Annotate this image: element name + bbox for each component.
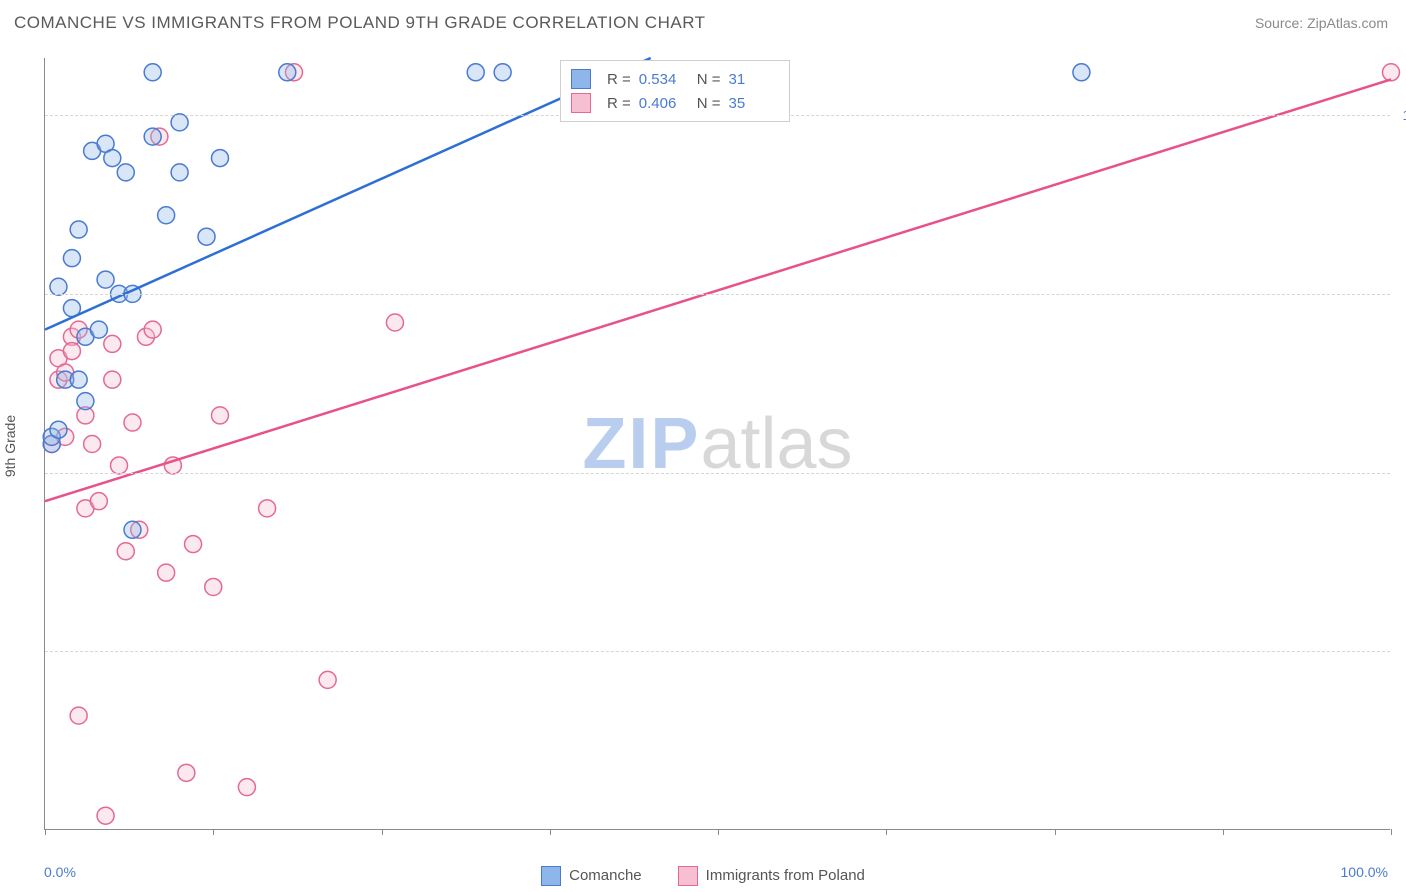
legend-row-pink: R = 0.406 N = 35 bbox=[571, 91, 779, 115]
gridline-h bbox=[45, 473, 1390, 474]
legend-row-blue: R = 0.534 N = 31 bbox=[571, 67, 779, 91]
plot-svg bbox=[45, 58, 1390, 829]
swatch-pink bbox=[571, 93, 591, 113]
chart-title: COMANCHE VS IMMIGRANTS FROM POLAND 9TH G… bbox=[14, 13, 706, 33]
data-point-pink bbox=[238, 779, 255, 796]
data-point-blue bbox=[171, 114, 188, 131]
legend-item-pink: Immigrants from Poland bbox=[678, 866, 865, 886]
data-point-pink bbox=[205, 578, 222, 595]
source-label: Source: ZipAtlas.com bbox=[1255, 15, 1388, 31]
data-point-blue bbox=[198, 228, 215, 245]
x-max-label: 100.0% bbox=[1341, 864, 1388, 880]
data-point-blue bbox=[97, 271, 114, 288]
swatch-blue bbox=[571, 69, 591, 89]
x-tick bbox=[45, 829, 46, 835]
plot-area: ZIPatlas 92.5%95.0%97.5%100.0% bbox=[44, 58, 1390, 830]
data-point-pink bbox=[104, 335, 121, 352]
data-point-pink bbox=[70, 707, 87, 724]
data-point-blue bbox=[70, 221, 87, 238]
data-point-blue bbox=[279, 64, 296, 81]
data-point-blue bbox=[70, 371, 87, 388]
x-tick bbox=[886, 829, 887, 835]
data-point-pink bbox=[104, 371, 121, 388]
data-point-pink bbox=[158, 564, 175, 581]
legend-r-label: R = bbox=[607, 95, 631, 112]
legend-n-blue: 31 bbox=[729, 71, 779, 88]
data-point-blue bbox=[124, 521, 141, 538]
x-min-label: 0.0% bbox=[44, 864, 76, 880]
legend-r-pink: 0.406 bbox=[639, 95, 689, 112]
legend-n-label: N = bbox=[697, 95, 721, 112]
y-axis-label: 9th Grade bbox=[2, 415, 18, 477]
x-tick bbox=[382, 829, 383, 835]
legend-n-label: N = bbox=[697, 71, 721, 88]
x-tick bbox=[1223, 829, 1224, 835]
data-point-blue bbox=[63, 250, 80, 267]
data-point-pink bbox=[63, 343, 80, 360]
data-point-pink bbox=[1383, 64, 1400, 81]
data-point-pink bbox=[97, 807, 114, 824]
legend-item-blue: Comanche bbox=[541, 866, 642, 886]
x-tick bbox=[550, 829, 551, 835]
data-point-pink bbox=[84, 436, 101, 453]
data-point-pink bbox=[211, 407, 228, 424]
data-point-blue bbox=[144, 64, 161, 81]
y-tick-label: 95.0% bbox=[1394, 465, 1406, 481]
swatch-pink-icon bbox=[678, 866, 698, 886]
data-point-pink bbox=[185, 536, 202, 553]
x-tick bbox=[1391, 829, 1392, 835]
data-point-pink bbox=[117, 543, 134, 560]
x-tick bbox=[213, 829, 214, 835]
gridline-h bbox=[45, 651, 1390, 652]
data-point-blue bbox=[158, 207, 175, 224]
data-point-blue bbox=[211, 150, 228, 167]
correlation-legend: R = 0.534 N = 31 R = 0.406 N = 35 bbox=[560, 60, 790, 122]
data-point-pink bbox=[90, 493, 107, 510]
legend-n-pink: 35 bbox=[729, 95, 779, 112]
data-point-blue bbox=[144, 128, 161, 145]
y-tick-label: 92.5% bbox=[1394, 643, 1406, 659]
legend-r-label: R = bbox=[607, 71, 631, 88]
data-point-pink bbox=[178, 764, 195, 781]
data-point-blue bbox=[77, 393, 94, 410]
y-tick-label: 100.0% bbox=[1394, 107, 1406, 123]
x-tick bbox=[718, 829, 719, 835]
data-point-pink bbox=[386, 314, 403, 331]
legend-label-blue: Comanche bbox=[569, 867, 642, 884]
data-point-blue bbox=[50, 278, 67, 295]
legend-label-pink: Immigrants from Poland bbox=[706, 867, 865, 884]
x-axis-legend: Comanche Immigrants from Poland bbox=[0, 866, 1406, 886]
data-point-pink bbox=[319, 671, 336, 688]
data-point-blue bbox=[171, 164, 188, 181]
data-point-blue bbox=[467, 64, 484, 81]
data-point-pink bbox=[259, 500, 276, 517]
x-tick bbox=[1055, 829, 1056, 835]
data-point-blue bbox=[1073, 64, 1090, 81]
data-point-blue bbox=[90, 321, 107, 338]
swatch-blue-icon bbox=[541, 866, 561, 886]
y-tick-label: 97.5% bbox=[1394, 286, 1406, 302]
data-point-pink bbox=[111, 457, 128, 474]
data-point-blue bbox=[50, 421, 67, 438]
data-point-blue bbox=[104, 150, 121, 167]
data-point-pink bbox=[144, 321, 161, 338]
legend-r-blue: 0.534 bbox=[639, 71, 689, 88]
data-point-blue bbox=[117, 164, 134, 181]
trend-line-pink bbox=[45, 79, 1391, 501]
gridline-h bbox=[45, 294, 1390, 295]
data-point-blue bbox=[494, 64, 511, 81]
data-point-pink bbox=[124, 414, 141, 431]
